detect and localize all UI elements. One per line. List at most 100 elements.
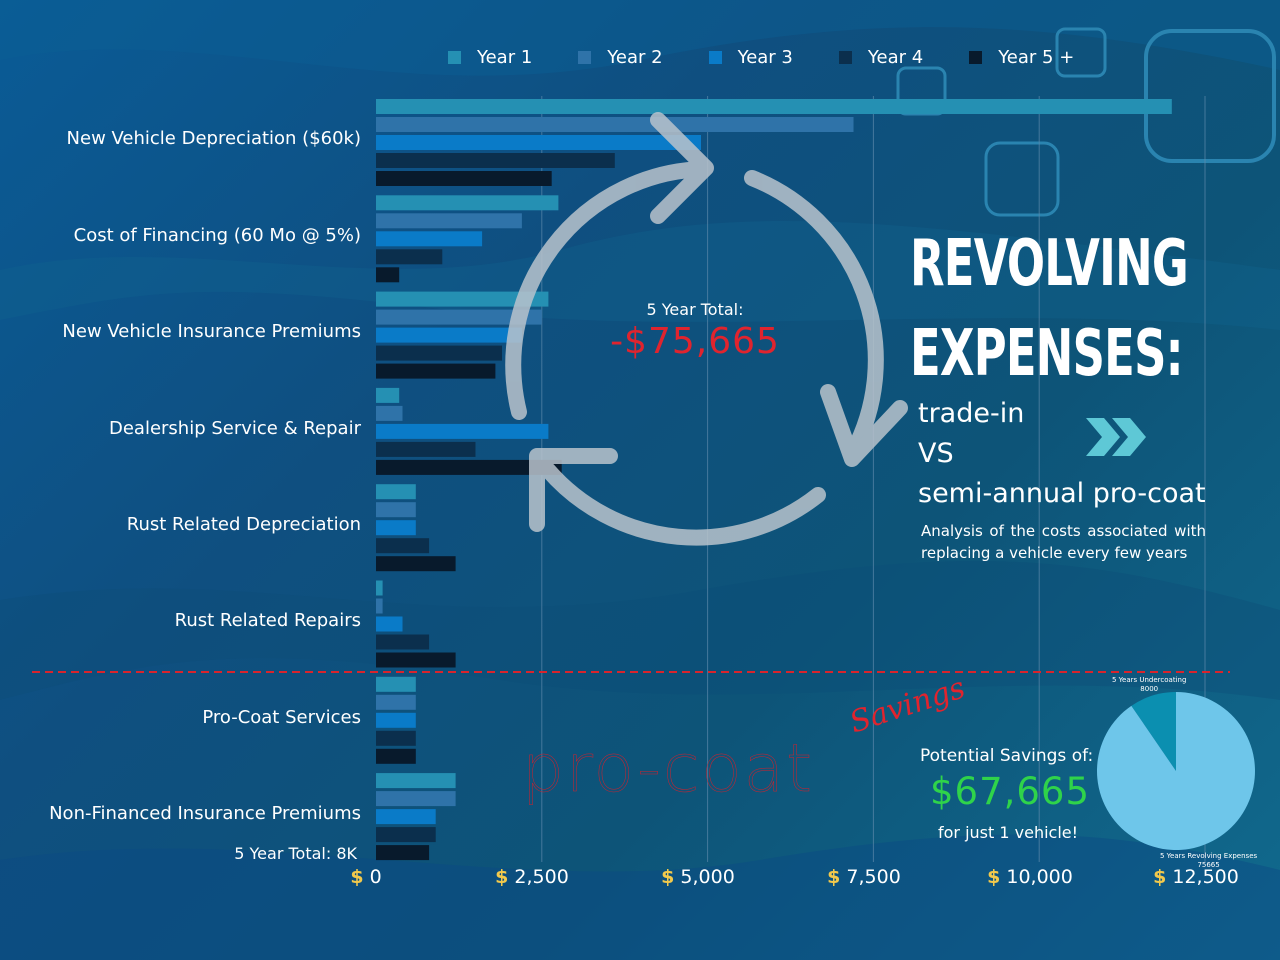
- bar: [376, 363, 496, 379]
- category-label: Pro-Coat Services: [202, 707, 361, 728]
- bar: [376, 484, 416, 500]
- procoat-total-label: 5 Year Total: 8K: [234, 844, 357, 863]
- savings-pie-chart: [1096, 692, 1255, 850]
- bar: [376, 634, 430, 650]
- dollar-icon: $: [350, 866, 364, 888]
- legend-swatch: [708, 50, 722, 64]
- bar: [376, 267, 400, 283]
- bar: [376, 405, 403, 421]
- category-label: Rust Related Repairs: [174, 610, 361, 631]
- tick-value: 2,500: [514, 866, 569, 888]
- x-tick-label: $7,500: [827, 866, 901, 888]
- bar: [376, 791, 456, 807]
- tick-value: 7,500: [846, 866, 901, 888]
- bar: [376, 580, 383, 596]
- bar: [376, 387, 400, 403]
- bar: [376, 135, 701, 150]
- bar: [376, 827, 436, 843]
- bar: [376, 712, 416, 728]
- pie-label-value: 75665: [1197, 861, 1220, 869]
- decor-square-large: [1144, 29, 1276, 163]
- subhead-pro-coat: semi-annual pro-coat: [918, 478, 1206, 509]
- bar: [376, 616, 403, 632]
- bar: [376, 845, 430, 861]
- bar: [376, 502, 416, 518]
- chevron-arrows-icon: [1086, 418, 1146, 456]
- bar: [376, 809, 436, 825]
- bar: [376, 423, 549, 439]
- savings-value: $67,665: [930, 770, 1091, 813]
- cycle-arrows-icon: [505, 112, 908, 546]
- dollar-icon: $: [827, 866, 841, 888]
- dollar-icon: $: [495, 866, 509, 888]
- subhead-vs: VS: [918, 438, 954, 469]
- legend-label: Year 5 +: [998, 46, 1075, 68]
- pie-label-revolving: 5 Years Revolving Expenses 75665: [1160, 852, 1257, 870]
- bar: [376, 249, 443, 265]
- bar: [376, 117, 854, 132]
- bar: [376, 171, 552, 186]
- bar: [376, 676, 416, 692]
- subhead-trade-in: trade-in: [918, 398, 1025, 429]
- dollar-icon: $: [1153, 866, 1167, 888]
- pro-coat-logo: pro-coat: [522, 730, 814, 808]
- grid-lines: [541, 96, 1206, 862]
- tick-value: 12,500: [1172, 866, 1239, 888]
- decor-square-small: [1055, 27, 1107, 78]
- category-label: New Vehicle Insurance Premiums: [62, 321, 361, 342]
- x-tick-label: $12,500: [1153, 866, 1239, 888]
- pie-label-name: 5 Years Undercoating: [1112, 676, 1187, 684]
- bar: [376, 99, 1172, 114]
- x-tick-label: $5,000: [661, 866, 735, 888]
- dollar-icon: $: [661, 866, 675, 888]
- legend-item-year4: Year 4: [838, 46, 924, 68]
- bar: [376, 556, 456, 572]
- x-tick-label: $2,500: [495, 866, 569, 888]
- chart-legend: Year 1 Year 2 Year 3 Year 4 Year 5 +: [448, 44, 1120, 70]
- bar: [376, 327, 522, 343]
- five-year-total: 5 Year Total: -$75,665: [560, 300, 830, 362]
- category-label: Rust Related Depreciation: [126, 514, 361, 535]
- legend-label: Year 2: [607, 46, 663, 68]
- bar-series: [376, 99, 1172, 861]
- category-label: Non-Financed Insurance Premiums: [49, 803, 361, 824]
- bar: [376, 291, 549, 307]
- five-year-total-value: -$75,665: [610, 321, 780, 362]
- savings-subtext: for just 1 vehicle!: [938, 823, 1079, 842]
- pie-slice: [1131, 692, 1176, 771]
- bar: [376, 652, 456, 668]
- dollar-icon: $: [987, 866, 1001, 888]
- legend-item-year2: Year 2: [578, 46, 663, 68]
- bar: [376, 538, 430, 554]
- legend-swatch: [969, 50, 983, 64]
- bar: [376, 730, 416, 746]
- legend-label: Year 3: [737, 46, 793, 68]
- bar: [376, 694, 416, 710]
- pie-label-name: 5 Years Revolving Expenses: [1160, 852, 1258, 860]
- legend-item-year3: Year 3: [708, 46, 793, 68]
- bar: [376, 598, 383, 614]
- category-label: Cost of Financing (60 Mo @ 5%): [73, 225, 361, 246]
- legend-item-year5: Year 5 +: [969, 47, 1074, 68]
- bar: [376, 153, 615, 168]
- x-tick-label: $0: [350, 866, 381, 888]
- legend-label: Year 4: [867, 46, 924, 68]
- bar: [376, 195, 559, 211]
- category-label: Dealership Service & Repair: [108, 418, 361, 439]
- legend-label: Year 1: [477, 46, 533, 68]
- pie-slice: [1096, 692, 1255, 850]
- tick-value: 0: [369, 866, 382, 888]
- bar: [376, 459, 562, 475]
- five-year-total-label: 5 Year Total:: [646, 300, 744, 319]
- legend-swatch: [838, 50, 852, 64]
- legend-item-year1: Year 1: [448, 47, 532, 68]
- headline-line2: EXPENSES:: [910, 317, 1184, 391]
- headline-line1: REVOLVING: [910, 227, 1189, 301]
- x-tick-label: $10,000: [987, 866, 1073, 888]
- bar: [376, 441, 476, 457]
- bar: [376, 309, 542, 325]
- decor-square-medium: [984, 141, 1060, 217]
- category-label: New Vehicle Depreciation ($60k): [66, 128, 361, 149]
- tick-value: 10,000: [1006, 866, 1073, 888]
